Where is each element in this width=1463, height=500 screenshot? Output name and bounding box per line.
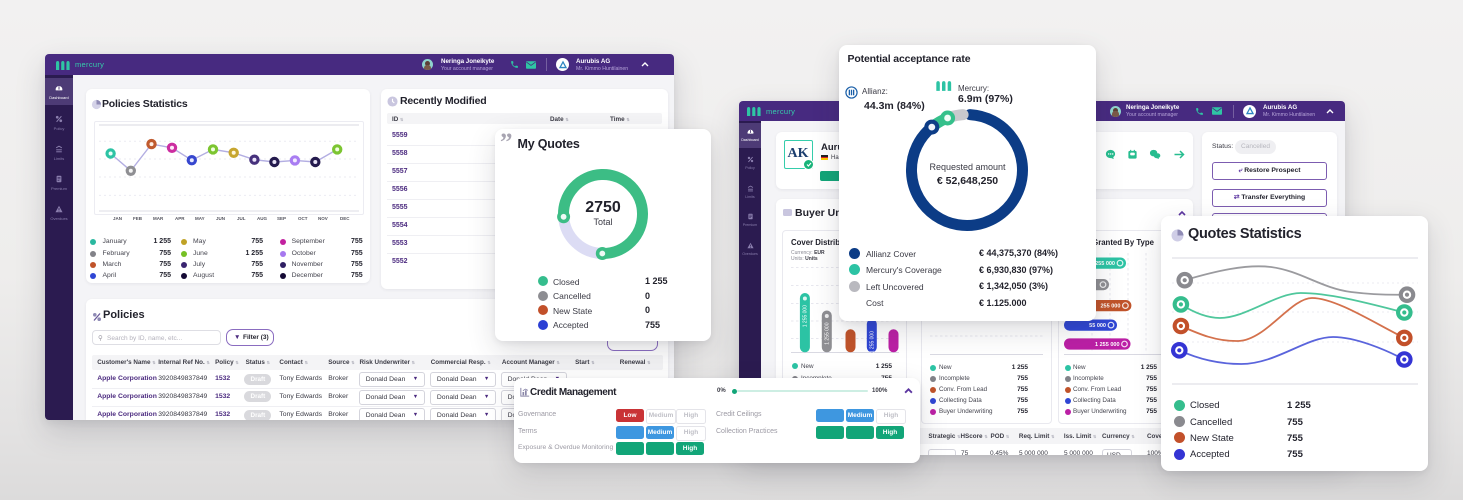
svg-text:1 255 000: 1 255 000 xyxy=(802,305,808,327)
svg-text:1 255 000: 1 255 000 xyxy=(869,331,875,353)
svg-text:255 000: 255 000 xyxy=(1095,261,1115,267)
svg-text:1 255 000: 1 255 000 xyxy=(824,322,830,344)
svg-text:55 000: 55 000 xyxy=(1089,323,1106,329)
svg-text:255 000: 255 000 xyxy=(1101,304,1121,310)
svg-text:1 255 000: 1 255 000 xyxy=(1095,342,1119,348)
